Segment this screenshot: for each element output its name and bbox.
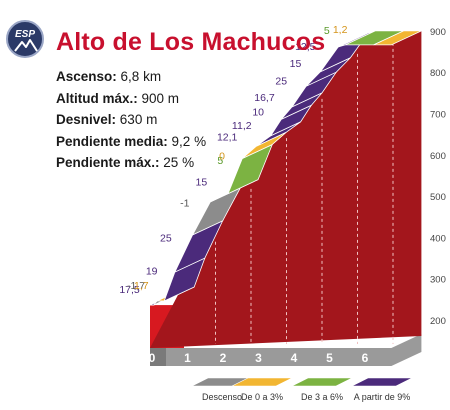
ground-base — [150, 334, 422, 366]
gradient-label: 10 — [252, 107, 264, 119]
stat-elevation-gain: Desnivel: 630 m — [56, 109, 206, 131]
stat-label: Pendiente máx.: — [56, 155, 160, 170]
x-tick-label: 0 — [149, 351, 156, 365]
x-tick-label: 5 — [326, 351, 333, 365]
gradient-label: -1,7 — [127, 280, 145, 292]
x-tick-label: 6 — [362, 351, 369, 365]
climb-title: Alto de Los Machucos — [56, 28, 326, 56]
y-tick-label: 400 — [430, 233, 446, 244]
stat-value: 25 % — [163, 155, 195, 170]
y-tick-label: 700 — [430, 110, 446, 121]
gradient-label: -1 — [180, 197, 189, 209]
stat-value: 9,2 % — [171, 133, 207, 149]
y-tick-label: 600 — [430, 151, 446, 162]
mountain-icon — [14, 39, 38, 52]
gradient-label: 5 — [217, 155, 223, 167]
x-tick-label: 3 — [255, 351, 262, 365]
badge-label: ESP — [14, 29, 35, 40]
gradient-segment — [373, 30, 422, 46]
gradient-label: 1,2 — [333, 24, 348, 36]
y-tick-label: 300 — [430, 275, 446, 286]
gradient-label: 15 — [290, 58, 302, 70]
stat-ascent: Ascenso: 6,8 km — [56, 66, 206, 88]
legend-swatch — [291, 377, 353, 387]
x-tick-label: 4 — [291, 351, 298, 365]
gradient-label: 16,7 — [254, 92, 275, 104]
x-tick-label: 2 — [220, 351, 227, 365]
stat-value: 900 m — [141, 90, 180, 106]
gradient-label: 1,7 — [134, 280, 149, 292]
gradient-label: 12,5 — [295, 41, 316, 53]
stat-label: Pendiente media: — [56, 133, 168, 149]
legend-swatch — [351, 377, 413, 387]
stat-label: Desnivel: — [56, 112, 117, 127]
stat-avg-gradient: Pendiente media: 9,2 % — [56, 131, 206, 153]
climb-stats: Ascenso: 6,8 km Altitud máx.: 900 m Desn… — [56, 66, 206, 174]
gradient-label: 25 — [160, 232, 172, 244]
y-tick-label: 200 — [430, 316, 446, 327]
country-badge: ESP — [6, 20, 44, 58]
stat-max-altitude: Altitud máx.: 900 m — [56, 88, 206, 110]
stat-label: Ascenso: — [56, 69, 117, 84]
stat-value: 630 m — [119, 112, 158, 127]
legend-label: De 0 a 3% — [241, 392, 283, 402]
legend-label: Descenso — [202, 392, 242, 402]
gradient-label: 12,1 — [217, 131, 238, 143]
stat-max-gradient: Pendiente máx.: 25 % — [56, 152, 206, 174]
x-tick-label: 1 — [184, 351, 191, 365]
gradient-label: 5 — [324, 25, 330, 37]
gradient-label: 0 — [219, 151, 225, 163]
y-tick-label: 500 — [430, 192, 446, 203]
y-tick-label: 800 — [430, 68, 446, 79]
ground-base-end — [150, 348, 166, 366]
gradient-label: 11,2 — [232, 120, 252, 132]
gradient-label: 17,5 — [119, 284, 140, 296]
y-tick-label: 900 — [430, 27, 446, 38]
gradient-label: 25 — [275, 76, 287, 88]
legend-label: De 3 a 6% — [301, 392, 343, 402]
legend-label: A partir de 9% — [354, 392, 411, 402]
profile-area — [150, 30, 422, 349]
stat-value: 6,8 km — [120, 69, 162, 84]
gradient-label: 15 — [196, 177, 208, 189]
legend-swatch — [231, 377, 293, 387]
stat-label: Altitud máx.: — [56, 90, 138, 106]
gradient-label: 19 — [146, 266, 158, 278]
